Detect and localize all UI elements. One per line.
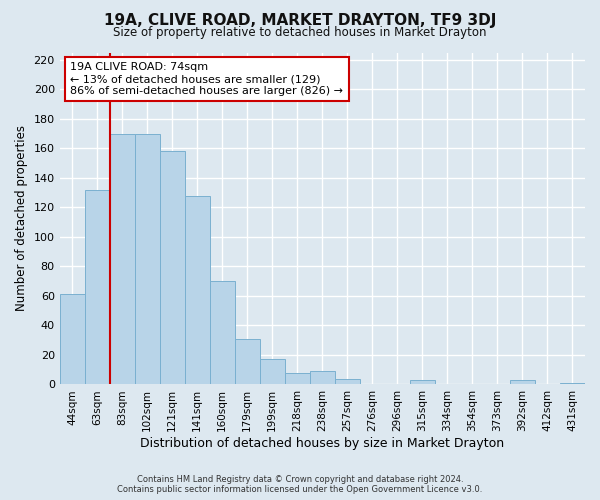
Bar — [285, 372, 310, 384]
Bar — [260, 360, 285, 384]
Bar — [85, 190, 110, 384]
Bar — [210, 281, 235, 384]
Bar — [185, 196, 210, 384]
Text: 19A, CLIVE ROAD, MARKET DRAYTON, TF9 3DJ: 19A, CLIVE ROAD, MARKET DRAYTON, TF9 3DJ — [104, 12, 496, 28]
Y-axis label: Number of detached properties: Number of detached properties — [15, 126, 28, 312]
Text: 19A CLIVE ROAD: 74sqm
← 13% of detached houses are smaller (129)
86% of semi-det: 19A CLIVE ROAD: 74sqm ← 13% of detached … — [70, 62, 343, 96]
X-axis label: Distribution of detached houses by size in Market Drayton: Distribution of detached houses by size … — [140, 437, 505, 450]
Bar — [560, 383, 585, 384]
Bar — [160, 152, 185, 384]
Bar — [335, 378, 360, 384]
Text: Size of property relative to detached houses in Market Drayton: Size of property relative to detached ho… — [113, 26, 487, 39]
Bar — [510, 380, 535, 384]
Bar — [135, 134, 160, 384]
Bar — [110, 134, 135, 384]
Bar — [59, 294, 85, 384]
Bar — [235, 338, 260, 384]
Bar — [410, 380, 435, 384]
Bar — [310, 371, 335, 384]
Text: Contains HM Land Registry data © Crown copyright and database right 2024.
Contai: Contains HM Land Registry data © Crown c… — [118, 474, 482, 494]
